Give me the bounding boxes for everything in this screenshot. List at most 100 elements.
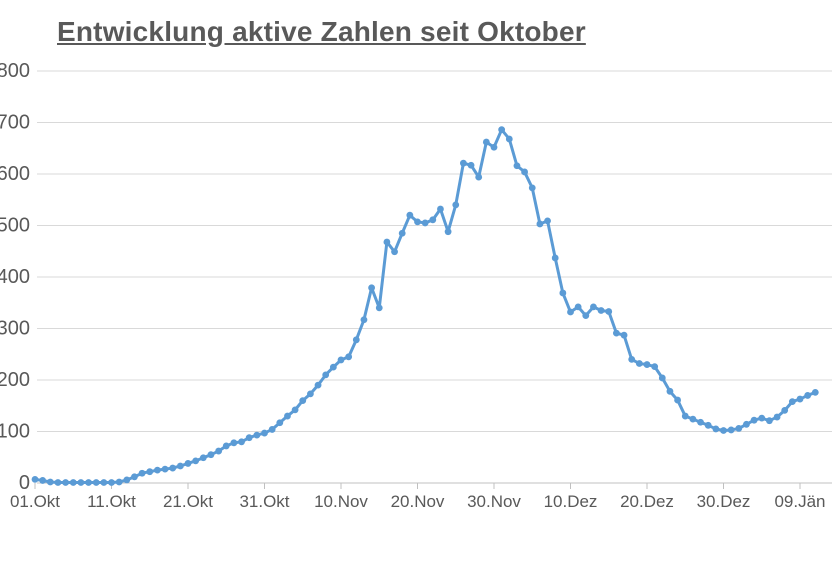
data-point [597, 307, 605, 314]
data-point [704, 421, 712, 429]
data-point [261, 429, 268, 437]
x-axis-label: 10.Dez [544, 492, 598, 511]
x-axis-label: 09.Jän [774, 492, 825, 511]
x-axis-label: 20.Nov [391, 492, 445, 511]
data-point [92, 479, 100, 486]
data-point [743, 420, 750, 428]
data-point [536, 220, 544, 228]
data-point [352, 336, 360, 344]
data-point [467, 161, 475, 169]
x-axis-label: 01.Okt [10, 492, 60, 511]
x-axis-label: 11.Okt [87, 492, 136, 511]
data-point [69, 479, 77, 486]
data-point [590, 303, 597, 311]
data-point [788, 398, 796, 406]
data-point [689, 415, 697, 423]
data-point [490, 143, 498, 151]
data-point [437, 205, 444, 213]
data-point [77, 479, 85, 486]
data-point [299, 397, 307, 404]
y-axis-label: 100 [0, 421, 30, 443]
x-axis-label: 20.Dez [620, 492, 674, 511]
data-point [230, 439, 238, 447]
x-axis-label: 10.Nov [314, 492, 368, 511]
data-point [551, 254, 559, 262]
data-point [406, 211, 414, 219]
data-point [628, 356, 636, 363]
data-point [245, 434, 253, 442]
data-point [39, 477, 47, 484]
data-point [383, 238, 391, 246]
data-point [322, 371, 330, 379]
x-axis-label: 31.Okt [239, 492, 289, 511]
data-point [253, 431, 261, 439]
data-point [635, 360, 643, 367]
data-point [620, 331, 628, 339]
data-point [345, 353, 353, 361]
data-point [131, 473, 138, 481]
data-point [720, 427, 727, 434]
chart-title: Entwicklung aktive Zahlen seit Oktober [57, 16, 586, 47]
data-point [123, 476, 131, 484]
data-point [337, 356, 345, 364]
data-point [391, 248, 398, 256]
data-point [613, 329, 620, 337]
y-axis-label: 800 [0, 60, 30, 82]
data-point [498, 126, 506, 134]
data-point [360, 316, 368, 324]
data-point [284, 412, 291, 420]
data-point [62, 479, 69, 486]
data-point [46, 478, 54, 486]
y-axis-label: 400 [0, 266, 30, 288]
data-point [161, 465, 169, 473]
data-point [268, 426, 276, 433]
y-axis-label: 500 [0, 215, 30, 237]
data-point [796, 395, 804, 403]
data-point [215, 447, 223, 455]
data-point [475, 173, 483, 181]
data-point [199, 454, 207, 462]
data-point [154, 466, 161, 474]
data-point [651, 363, 659, 371]
data-point [605, 308, 613, 315]
data-point [666, 387, 674, 395]
data-point [766, 417, 773, 425]
data-point [735, 425, 743, 432]
data-point [804, 392, 812, 399]
x-axis-label: 21.Okt [163, 492, 213, 511]
data-point [643, 361, 651, 368]
data-point [712, 425, 720, 433]
data-point [368, 284, 375, 292]
data-point [85, 479, 92, 486]
data-point [567, 308, 574, 316]
data-point [513, 162, 521, 170]
x-axis-label: 30.Dez [697, 492, 751, 511]
data-point [429, 216, 437, 224]
data-point [811, 388, 819, 396]
data-point [414, 218, 421, 226]
data-point [108, 479, 115, 486]
y-axis-label: 0 [19, 472, 30, 494]
data-point [460, 159, 467, 167]
x-axis-label: 30.Nov [467, 492, 521, 511]
data-point [521, 168, 528, 176]
data-point [444, 228, 452, 236]
data-point [115, 478, 123, 486]
data-point [276, 419, 284, 427]
data-point [781, 406, 789, 414]
data-point [307, 390, 314, 398]
data-point [138, 469, 146, 477]
data-point [222, 442, 230, 450]
data-point [375, 304, 383, 312]
data-point [207, 451, 215, 459]
data-point [681, 412, 689, 420]
data-point [238, 438, 245, 446]
data-point [146, 468, 154, 476]
data-point [758, 414, 766, 422]
data-point [31, 475, 39, 483]
data-point [505, 135, 513, 143]
data-point [750, 416, 758, 424]
y-axis-label: 200 [0, 369, 30, 391]
